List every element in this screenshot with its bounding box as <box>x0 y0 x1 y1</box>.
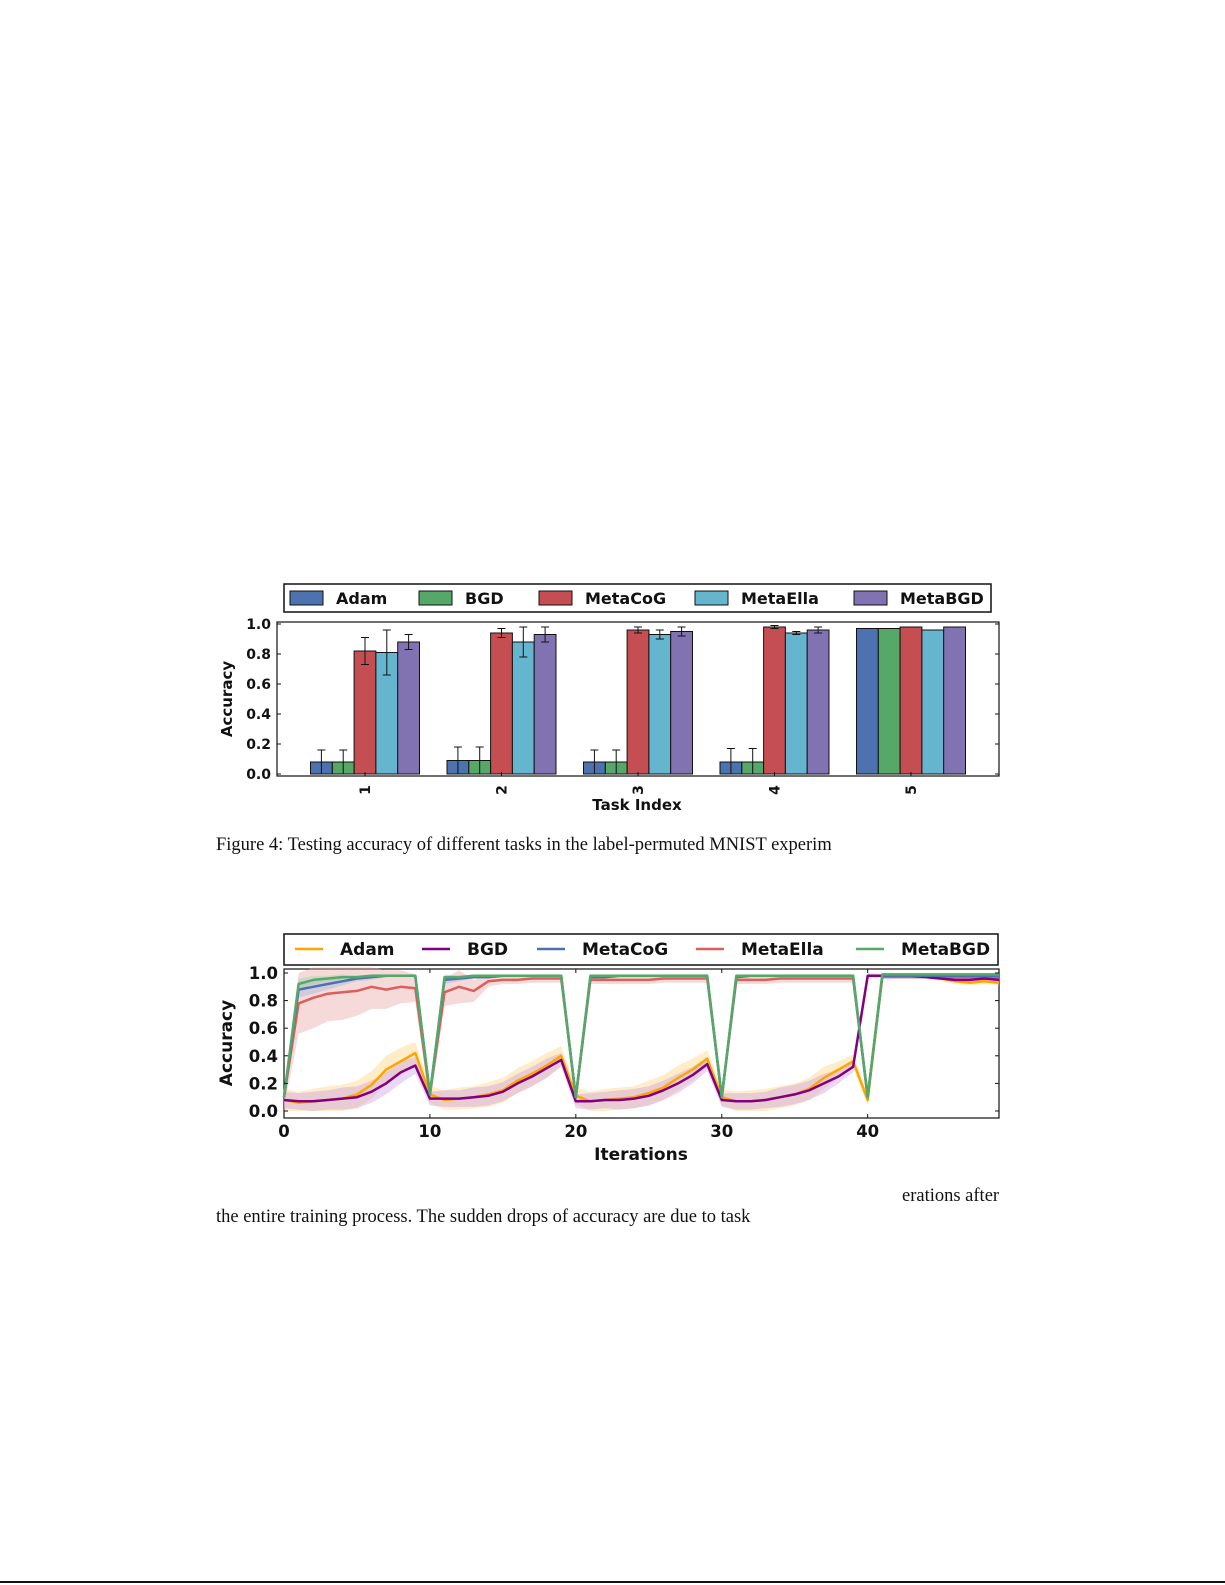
confidence-band <box>284 973 999 1111</box>
x-tick-label: 20 <box>564 1122 587 1141</box>
series-line <box>283 974 1000 1103</box>
y-tick-label: 1.0 <box>249 964 278 983</box>
y-tick-label: 0.2 <box>246 737 271 753</box>
legend-swatch <box>853 590 888 606</box>
bar <box>784 632 808 775</box>
x-tick-label: 3 <box>631 785 647 795</box>
page-bottom-rule <box>0 1581 1225 1583</box>
bar <box>353 650 377 775</box>
y-tick-label: 0.8 <box>246 647 271 663</box>
legend-label: Adam <box>340 940 395 960</box>
bar <box>490 632 513 775</box>
bar <box>943 626 967 775</box>
figure5-caption-line2: the entire training process. The sudden … <box>216 1207 751 1227</box>
x-tick-label: 5 <box>904 785 920 795</box>
bar <box>397 641 421 775</box>
y-tick-label: 0.0 <box>246 767 271 783</box>
legend-swatch <box>538 590 573 606</box>
figure4-caption: Figure 4: Testing accuracy of different … <box>216 835 832 855</box>
bar-chart-xlabel: Task Index <box>592 796 682 814</box>
y-tick-label: 0.6 <box>249 1019 278 1038</box>
legend-swatch <box>418 590 453 606</box>
y-tick-label: 0.2 <box>249 1074 278 1093</box>
line-chart-ylabel: Accuracy <box>217 1000 237 1086</box>
bar <box>626 629 650 775</box>
legend-label: MetaCoG <box>585 589 666 608</box>
bar <box>763 626 786 775</box>
legend-label: MetaElla <box>741 589 819 608</box>
legend-label: MetaElla <box>741 940 824 960</box>
y-tick-label: 0.8 <box>249 992 278 1011</box>
legend-label: MetaBGD <box>901 940 990 960</box>
bar <box>533 634 557 775</box>
x-tick-label: 1 <box>358 785 374 795</box>
bar <box>899 626 923 775</box>
bar <box>921 629 945 775</box>
bar <box>648 634 672 775</box>
x-tick-label: 40 <box>856 1122 879 1141</box>
bar <box>806 629 830 775</box>
line-chart-figure: Adam BGD MetaCoG MetaElla MetaBGD 0.0 0.2 0.4 0… <box>217 933 1000 1165</box>
legend-label: Adam <box>336 589 387 608</box>
line-chart-xlabel: Iterations <box>594 1145 688 1165</box>
bar <box>670 631 694 775</box>
y-tick-label: 0.0 <box>249 1102 278 1121</box>
legend-swatch <box>289 590 324 606</box>
bar <box>856 628 879 775</box>
y-tick-label: 1.0 <box>246 617 271 633</box>
y-tick-label: 0.4 <box>249 1047 278 1066</box>
bar-chart-figure: Adam BGD MetaCoG MetaElla MetaBGD 0.0 0.2 0.4 0… <box>218 583 1000 814</box>
figure5-caption-line1: erations after <box>902 1186 1000 1206</box>
legend-label: MetaBGD <box>900 589 984 608</box>
x-tick-label: 4 <box>768 785 784 795</box>
confidence-band <box>284 974 999 1111</box>
x-tick-label: 30 <box>710 1122 733 1141</box>
legend-label: BGD <box>467 940 508 960</box>
legend-label: BGD <box>465 589 504 608</box>
x-tick-label: 2 <box>495 785 511 795</box>
legend-swatch <box>694 590 729 606</box>
y-tick-label: 0.6 <box>246 677 271 693</box>
x-tick-label: 0 <box>278 1122 289 1141</box>
x-tick-label: 10 <box>418 1122 441 1141</box>
confidence-band <box>284 967 999 1109</box>
bar <box>877 628 901 775</box>
legend-label: MetaCoG <box>582 940 668 960</box>
bar <box>511 641 535 775</box>
y-tick-label: 0.4 <box>246 707 271 723</box>
series-line <box>282 973 999 1099</box>
bar-chart-ylabel: Accuracy <box>218 661 236 737</box>
